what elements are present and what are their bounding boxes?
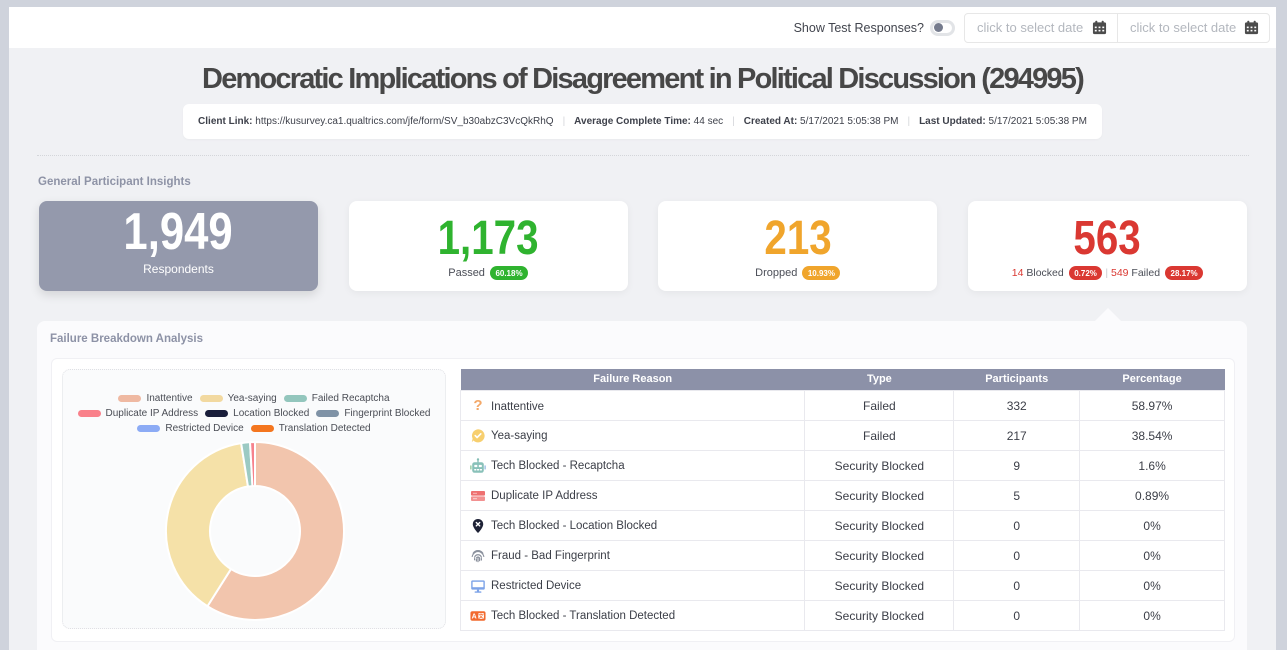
svg-text:A: A (472, 613, 477, 620)
svg-text:文: 文 (479, 611, 485, 619)
